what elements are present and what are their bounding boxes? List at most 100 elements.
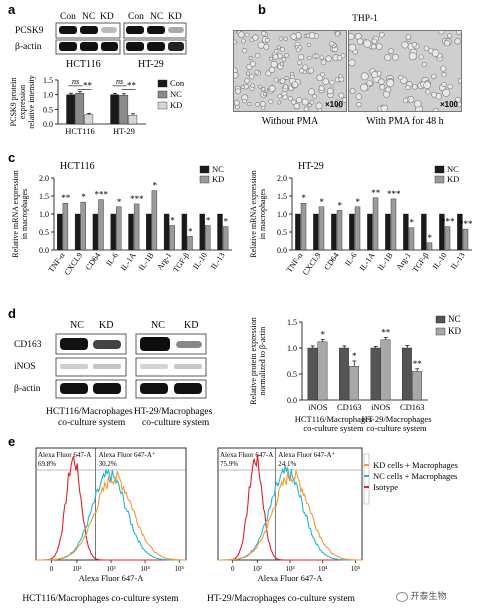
cell [246, 71, 251, 76]
blot-band [176, 341, 202, 348]
y-tick-label: 0.5 [287, 370, 297, 379]
blot-band [93, 383, 121, 394]
bar [385, 213, 391, 251]
significance-mark: *** [130, 194, 144, 204]
cell-image [234, 31, 346, 111]
bar [169, 225, 175, 251]
bar [151, 190, 158, 251]
y-tick-label: 1.5 [39, 192, 49, 201]
cell [355, 93, 363, 100]
cell [391, 53, 399, 61]
cell [447, 83, 453, 90]
cell [270, 60, 278, 68]
y-tick-label: 1.0 [287, 344, 297, 353]
panel-label-b: b [258, 2, 266, 17]
cell [252, 34, 259, 41]
bar [163, 213, 170, 251]
y-tick-label: 0.0 [43, 120, 53, 129]
legend-label: NC [212, 164, 224, 174]
bar [457, 213, 463, 251]
gate-label: Alexa Fluor 647-A⁺ [278, 451, 335, 459]
cell [291, 81, 299, 88]
significance-mark: ** [413, 359, 423, 369]
y-tick-label: 0.5 [39, 228, 49, 237]
cell [301, 98, 309, 106]
blot-box [135, 357, 207, 377]
significance-mark: ** [61, 193, 71, 203]
x-tick-label: CD64 [322, 251, 340, 272]
cell [356, 38, 364, 45]
x-tick-label: HCT116 [65, 126, 94, 136]
bar [116, 206, 122, 251]
cell [401, 41, 409, 49]
y-tick-label: 2.0 [39, 174, 49, 183]
lane-label: NC [82, 12, 95, 22]
x-tick-label: 10² [72, 565, 81, 573]
cell [255, 102, 260, 107]
cell [421, 61, 427, 68]
bar [199, 213, 205, 251]
x-axis-label: Alexa Fluor 647-A [258, 573, 324, 583]
significance-mark: * [321, 330, 326, 340]
blot-band [93, 340, 121, 349]
cell [258, 84, 263, 89]
bar [421, 213, 427, 251]
cell [375, 43, 383, 50]
bar [181, 213, 188, 251]
cell [263, 43, 270, 50]
blot-caption: HCT116/Macrophages [46, 407, 133, 417]
cell [277, 93, 283, 99]
cell [441, 81, 447, 88]
cell [309, 100, 315, 105]
watermark: 开泰生物 [396, 589, 447, 602]
cell [242, 48, 248, 54]
legend-box [363, 453, 370, 505]
legend-swatch [434, 165, 445, 174]
cell [360, 83, 369, 92]
bar [462, 228, 469, 251]
bar [146, 213, 152, 251]
y-tick-label: 0.0 [277, 246, 287, 255]
x-tick-label: IL-1B [376, 251, 395, 272]
significance-mark: * [206, 216, 211, 226]
cell [338, 103, 343, 108]
chart-d-protein: 0.0 0.5 1.0 1.5 Relative protein expression n… [249, 314, 461, 433]
legend-swatch [434, 175, 445, 184]
cell [308, 67, 315, 74]
blot-band [168, 27, 184, 33]
flow-histogram-ht29: 0 10² 10³ 10⁴ 10⁵ Alexa Fluor 647-A Alexa Fluo… [217, 447, 458, 583]
micrograph-with-pma: ×100 [348, 30, 462, 112]
cell [455, 31, 461, 35]
significance-mark: * [152, 181, 157, 191]
significance-mark: * [224, 217, 229, 227]
bar [313, 213, 319, 251]
cell [297, 60, 302, 66]
y-tick-label: 1.5 [287, 318, 297, 327]
x-tick-label: IL-13 [209, 251, 227, 271]
blot-band [101, 42, 118, 51]
micrograph-caption: With PMA for 48 h [366, 116, 444, 127]
bar [300, 203, 307, 251]
x-tick-label: IL-1A [119, 251, 138, 273]
blot-band [101, 27, 117, 33]
bar [390, 198, 397, 251]
cell [431, 91, 437, 98]
cell [371, 38, 378, 45]
cell [366, 80, 373, 87]
cell [299, 68, 305, 74]
ns-label: ns [116, 77, 123, 86]
bar [317, 341, 328, 401]
cell [431, 73, 437, 80]
gate-label: Alexa Fluor 647-A [220, 451, 273, 459]
blot-row-label: PCSK9 [15, 26, 44, 36]
x-tick-label: 10³ [285, 565, 294, 573]
cell [290, 71, 295, 76]
x-tick-label: IL-1B [137, 251, 156, 272]
bar [128, 213, 134, 251]
cell [273, 77, 279, 83]
cell [296, 96, 303, 104]
significance-mark: *** [441, 217, 455, 227]
cell [385, 86, 392, 93]
x-tick-label: CXCL9 [62, 251, 84, 277]
micrograph-without-pma: ×100 [233, 30, 347, 112]
